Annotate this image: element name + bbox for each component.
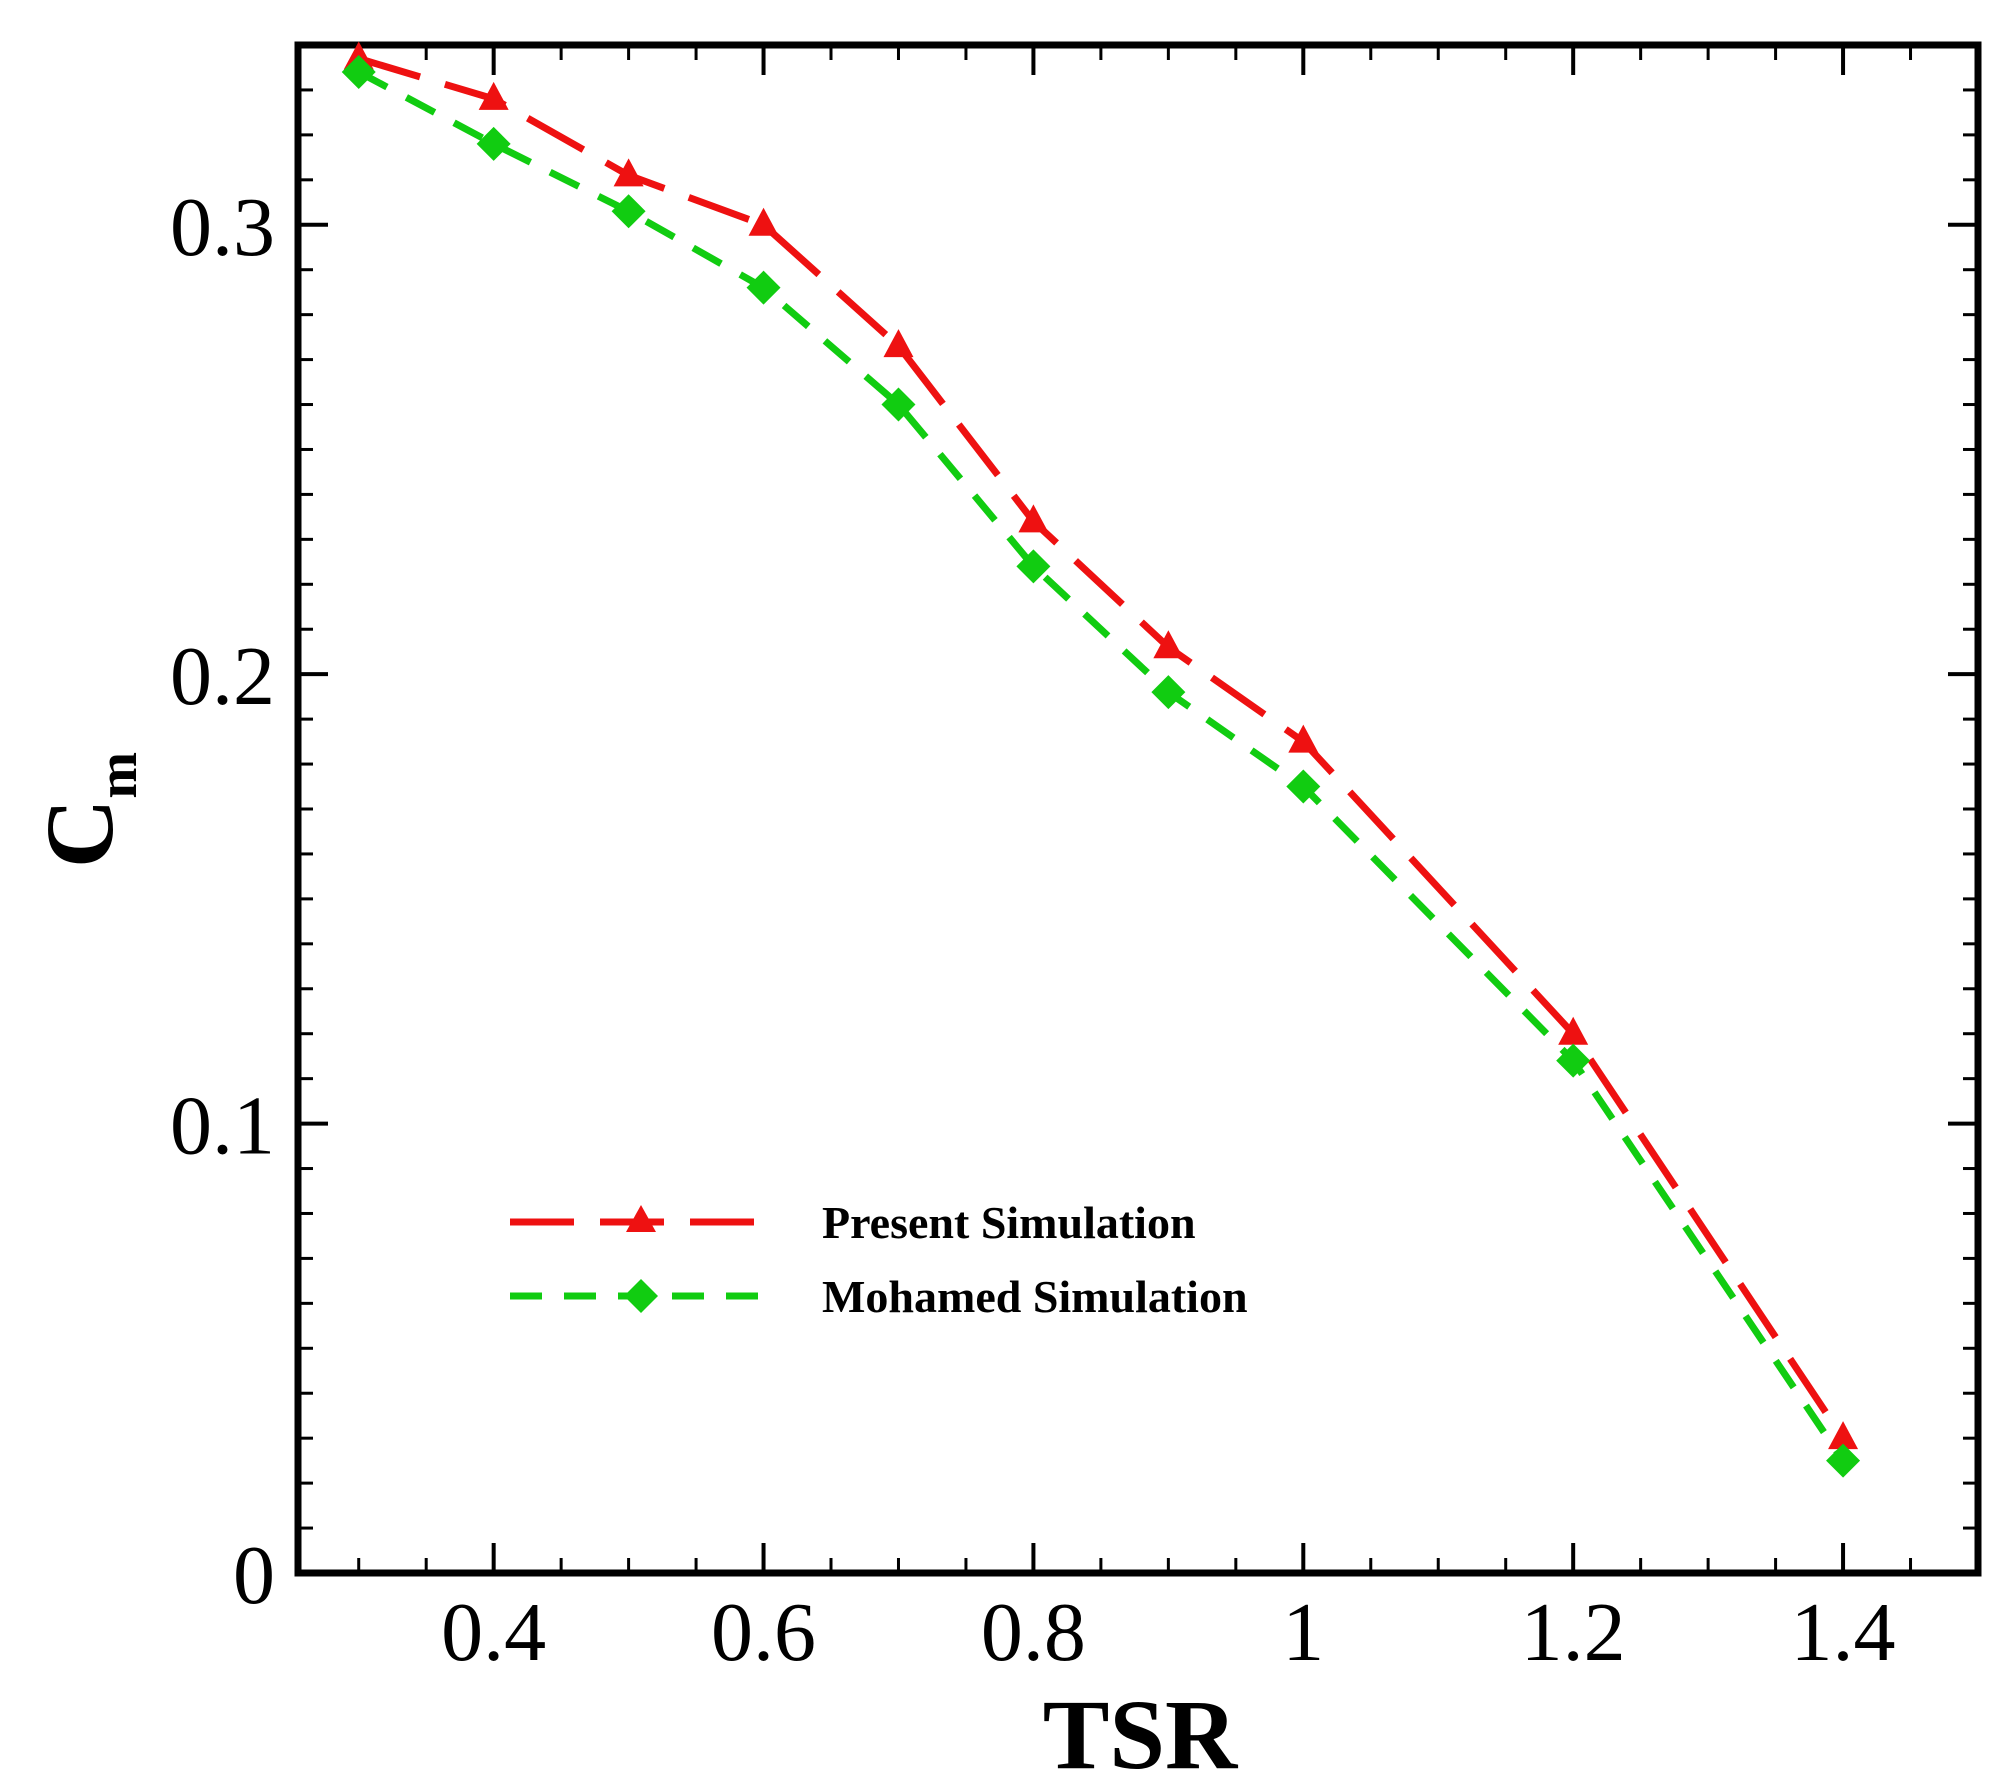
- y-tick-label: 0: [233, 1529, 275, 1622]
- series-line: [357, 68, 1847, 1463]
- x-axis-tick-labels: 0.4 0.6 0.8 1 1.2 1.4: [441, 1586, 1895, 1679]
- legend: Present Simulation Mohamed Simulation: [510, 1197, 1248, 1322]
- y-axis-title: Cm: [26, 752, 149, 868]
- data-point-triangle: [478, 81, 509, 110]
- x-axis-title: TSR: [1043, 1679, 1239, 1786]
- data-point-triangle: [1558, 1016, 1589, 1045]
- legend-marker-present: [626, 1205, 656, 1232]
- data-point-diamond: [881, 387, 916, 422]
- legend-marker-mohamed: [624, 1279, 658, 1313]
- x-tick-label: 1: [1282, 1586, 1324, 1679]
- axis-ticks: [298, 45, 1978, 1575]
- data-point-triangle: [613, 158, 644, 187]
- x-tick-label: 1.4: [1791, 1586, 1896, 1679]
- data-point-diamond: [1016, 549, 1051, 584]
- data-point-triangle: [1018, 504, 1049, 533]
- series-mohamed-simulation: [341, 54, 1861, 1478]
- data-point-diamond: [1826, 1443, 1861, 1478]
- x-tick-label: 0.6: [711, 1586, 816, 1679]
- y-axis-tick-labels: 0 0.1 0.2 0.3: [170, 181, 275, 1622]
- data-point-diamond: [746, 270, 781, 305]
- data-point-diamond: [341, 54, 376, 89]
- legend-label-present: Present Simulation: [822, 1197, 1196, 1248]
- y-tick-label: 0.3: [170, 181, 275, 274]
- data-point-triangle: [883, 329, 914, 358]
- data-point-triangle: [1288, 724, 1319, 753]
- series-present-simulation: [343, 41, 1859, 1450]
- x-tick-label: 0.4: [441, 1586, 546, 1679]
- y-axis-title-main: C: [26, 799, 133, 868]
- data-point-diamond: [611, 194, 646, 229]
- x-tick-label: 1.2: [1521, 1586, 1626, 1679]
- series-layer: [341, 41, 1861, 1478]
- data-point-diamond: [1556, 1043, 1591, 1078]
- legend-label-mohamed: Mohamed Simulation: [822, 1271, 1248, 1322]
- data-point-triangle: [1153, 630, 1184, 659]
- data-point-diamond: [1151, 675, 1186, 710]
- y-tick-label: 0.2: [170, 630, 275, 723]
- x-tick-label: 0.8: [981, 1586, 1086, 1679]
- y-axis-title-subscript: m: [87, 752, 149, 799]
- y-tick-label: 0.1: [170, 1080, 275, 1173]
- plot-frame: [294, 41, 1982, 1577]
- data-point-diamond: [476, 126, 511, 161]
- data-point-triangle: [1828, 1421, 1859, 1450]
- data-point-triangle: [748, 207, 779, 236]
- series-line: [357, 55, 1847, 1441]
- data-point-diamond: [1286, 769, 1321, 804]
